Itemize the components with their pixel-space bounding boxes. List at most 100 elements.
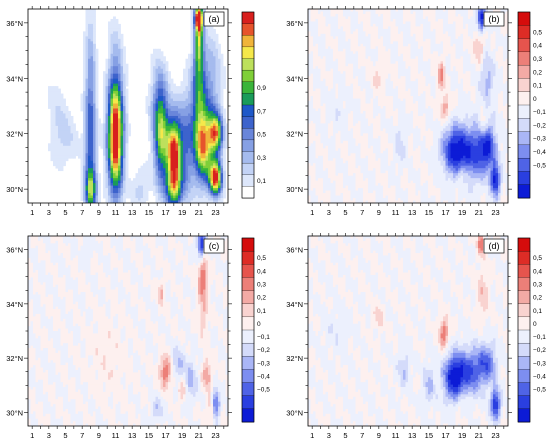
- heatmap-cell: [208, 51, 211, 55]
- heatmap-cell: [310, 138, 314, 142]
- heatmap-cell: [115, 76, 119, 80]
- heatmap-cell: [155, 86, 159, 89]
- heatmap-cell: [198, 110, 201, 114]
- heatmap-cell: [200, 23, 204, 27]
- heatmap-cell: [113, 120, 116, 124]
- heatmap-cell: [320, 56, 324, 60]
- heatmap-cell: [190, 73, 194, 77]
- heatmap-cell: [345, 56, 349, 60]
- heatmap-cell: [110, 68, 114, 72]
- heatmap-cell: [318, 63, 321, 67]
- heatmap-cell: [350, 48, 354, 52]
- heatmap-cell: [350, 76, 354, 80]
- heatmap-cell: [343, 66, 346, 70]
- heatmap-cell: [310, 140, 314, 144]
- heatmap-cell: [123, 106, 126, 109]
- heatmap-cell: [193, 160, 196, 164]
- heatmap-cell: [320, 110, 324, 114]
- heatmap-cell: [188, 66, 191, 70]
- heatmap-cell: [183, 193, 186, 196]
- heatmap-cell: [83, 115, 86, 119]
- heatmap-cell: [95, 198, 99, 201]
- heatmap-cell: [213, 86, 216, 89]
- heatmap-cell: [348, 155, 351, 159]
- heatmap-cell: [160, 66, 164, 70]
- heatmap-cell: [315, 163, 319, 167]
- heatmap-cell: [60, 160, 64, 164]
- heatmap-cell: [350, 155, 354, 159]
- heatmap-cell: [175, 178, 179, 182]
- heatmap-cell: [215, 133, 219, 137]
- heatmap-cell: [148, 98, 151, 102]
- heatmap-cell: [318, 138, 321, 142]
- heatmap-cell: [313, 198, 316, 201]
- heatmap-cell: [110, 140, 114, 144]
- heatmap-cell: [340, 188, 344, 191]
- heatmap-cell: [73, 130, 76, 134]
- heatmap-cell: [200, 108, 204, 112]
- heatmap-cell: [193, 155, 196, 159]
- heatmap-cell: [200, 106, 204, 109]
- heatmap-cell: [103, 115, 106, 119]
- heatmap-cell: [93, 143, 96, 147]
- heatmap-cell: [63, 145, 66, 149]
- heatmap-cell: [153, 66, 156, 70]
- colorbar-segment: [241, 151, 255, 164]
- heatmap-cell: [128, 180, 131, 184]
- heatmap-cell: [200, 21, 204, 25]
- x-tick-label: 23: [211, 208, 219, 217]
- heatmap-cell: [90, 170, 94, 174]
- heatmap-cell: [225, 135, 228, 139]
- heatmap-cell: [123, 120, 126, 124]
- heatmap-cell: [318, 183, 321, 186]
- heatmap-cell: [165, 120, 169, 124]
- heatmap-cell: [330, 46, 334, 50]
- heatmap-cell: [340, 113, 344, 117]
- heatmap-cell: [93, 98, 96, 102]
- heatmap-cell: [108, 115, 111, 119]
- heatmap-cell: [333, 18, 336, 22]
- heatmap-cell: [343, 103, 346, 107]
- heatmap-cell: [323, 48, 326, 52]
- heatmap-cell: [345, 200, 349, 203]
- heatmap-cell: [83, 193, 86, 196]
- heatmap-cell: [183, 125, 186, 129]
- heatmap-cell: [150, 138, 154, 142]
- heatmap-cell: [193, 68, 196, 72]
- heatmap-cell: [138, 195, 141, 199]
- heatmap-cell: [213, 46, 216, 50]
- heatmap-cell: [88, 185, 91, 189]
- heatmap-cell: [195, 190, 199, 194]
- heatmap-cell: [313, 145, 316, 149]
- heatmap-cell: [193, 78, 196, 82]
- heatmap-cell: [313, 98, 316, 102]
- heatmap-cell: [320, 163, 324, 167]
- heatmap-cell: [118, 145, 121, 149]
- heatmap-cell: [350, 106, 354, 109]
- heatmap-cell: [213, 123, 216, 127]
- heatmap-cell: [318, 58, 321, 62]
- heatmap-cell: [330, 125, 334, 129]
- heatmap-cell: [195, 130, 199, 134]
- heatmap-cell: [83, 158, 86, 162]
- heatmap-cell: [123, 53, 126, 57]
- heatmap-cell: [325, 145, 329, 149]
- heatmap-cell: [185, 96, 189, 99]
- heatmap-cell: [103, 185, 106, 189]
- heatmap-cell: [208, 103, 211, 107]
- heatmap-cell: [158, 178, 161, 182]
- heatmap-cell: [218, 91, 221, 94]
- heatmap-cell: [68, 123, 71, 127]
- heatmap-cell: [115, 91, 119, 94]
- colorbar-segment: [241, 116, 255, 129]
- heatmap-cell: [155, 83, 159, 87]
- heatmap-cell: [208, 43, 211, 47]
- heatmap-cell: [163, 128, 166, 132]
- heatmap-cell: [200, 130, 204, 134]
- heatmap-cell: [120, 66, 124, 70]
- heatmap-cell: [348, 23, 351, 27]
- heatmap-cell: [178, 173, 181, 177]
- heatmap-cell: [108, 170, 111, 174]
- heatmap-cell: [205, 123, 209, 127]
- heatmap-cell: [223, 118, 226, 122]
